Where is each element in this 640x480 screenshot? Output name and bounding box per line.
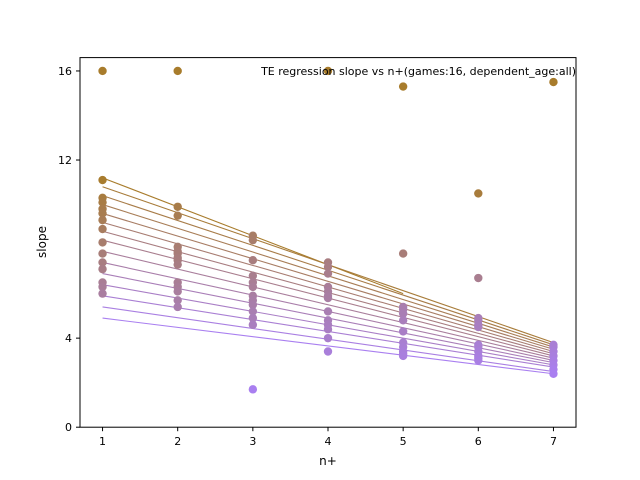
- y-tick-label: 4: [65, 332, 72, 345]
- x-tick-label: 4: [325, 435, 332, 448]
- data-point: [173, 302, 182, 312]
- data-point: [98, 238, 107, 247]
- data-point: [323, 307, 333, 316]
- x-axis-label: n+: [319, 454, 337, 468]
- data-point: [323, 333, 333, 343]
- y-tick-label: 12: [58, 154, 72, 167]
- data-point: [323, 293, 333, 303]
- data-point: [248, 282, 258, 292]
- data-point: [398, 249, 408, 258]
- chart-title: TE regression slope vs n+(games:16, depe…: [260, 65, 576, 78]
- data-point: [98, 175, 107, 185]
- data-point: [323, 66, 333, 76]
- x-tick-label: 2: [174, 435, 181, 448]
- data-point: [173, 211, 182, 220]
- data-point: [248, 307, 258, 316]
- x-tick-label: 3: [249, 435, 256, 448]
- data-point: [98, 289, 107, 298]
- data-point: [398, 327, 408, 336]
- data-point: [323, 269, 333, 278]
- data-point: [248, 256, 258, 265]
- data-point: [474, 356, 483, 365]
- data-point: [98, 215, 107, 225]
- data-point: [549, 77, 558, 87]
- data-point: [98, 258, 107, 267]
- data-point: [398, 82, 408, 91]
- data-point: [398, 316, 408, 325]
- x-tick-label: 1: [99, 435, 106, 448]
- y-axis-ticks: 0 4 12 16: [58, 65, 80, 434]
- data-point: [323, 347, 333, 356]
- data-point: [173, 202, 182, 211]
- data-point: [474, 322, 483, 332]
- y-axis-label: slope: [35, 226, 49, 258]
- data-point: [98, 198, 107, 207]
- x-tick-label: 6: [475, 435, 482, 448]
- data-point: [323, 325, 333, 334]
- data-point: [323, 262, 333, 272]
- data-point: [248, 235, 258, 245]
- data-point: [398, 351, 408, 361]
- data-point: [398, 309, 408, 318]
- data-point: [248, 313, 258, 323]
- data-point: [98, 66, 107, 76]
- data-point: [474, 189, 483, 198]
- data-point: [474, 273, 483, 283]
- x-tick-label: 7: [550, 435, 557, 448]
- y-tick-label: 0: [65, 421, 72, 434]
- data-point: [98, 209, 107, 218]
- data-point: [173, 296, 182, 305]
- data-point: [248, 320, 258, 329]
- data-point: [173, 66, 182, 76]
- data-point: [173, 287, 182, 296]
- data-points: [98, 66, 558, 394]
- data-point: [248, 271, 258, 280]
- data-point: [98, 264, 107, 274]
- data-point: [248, 300, 258, 309]
- data-point: [98, 282, 107, 292]
- data-point: [98, 249, 107, 258]
- data-point: [549, 369, 558, 378]
- data-point: [173, 260, 182, 269]
- x-axis-ticks: 1 2 3 4 5 6 7: [99, 427, 557, 448]
- regression-line: [102, 250, 554, 359]
- data-point: [248, 385, 258, 394]
- x-tick-label: 5: [400, 435, 407, 448]
- data-point: [98, 224, 107, 234]
- y-tick-label: 16: [58, 65, 72, 78]
